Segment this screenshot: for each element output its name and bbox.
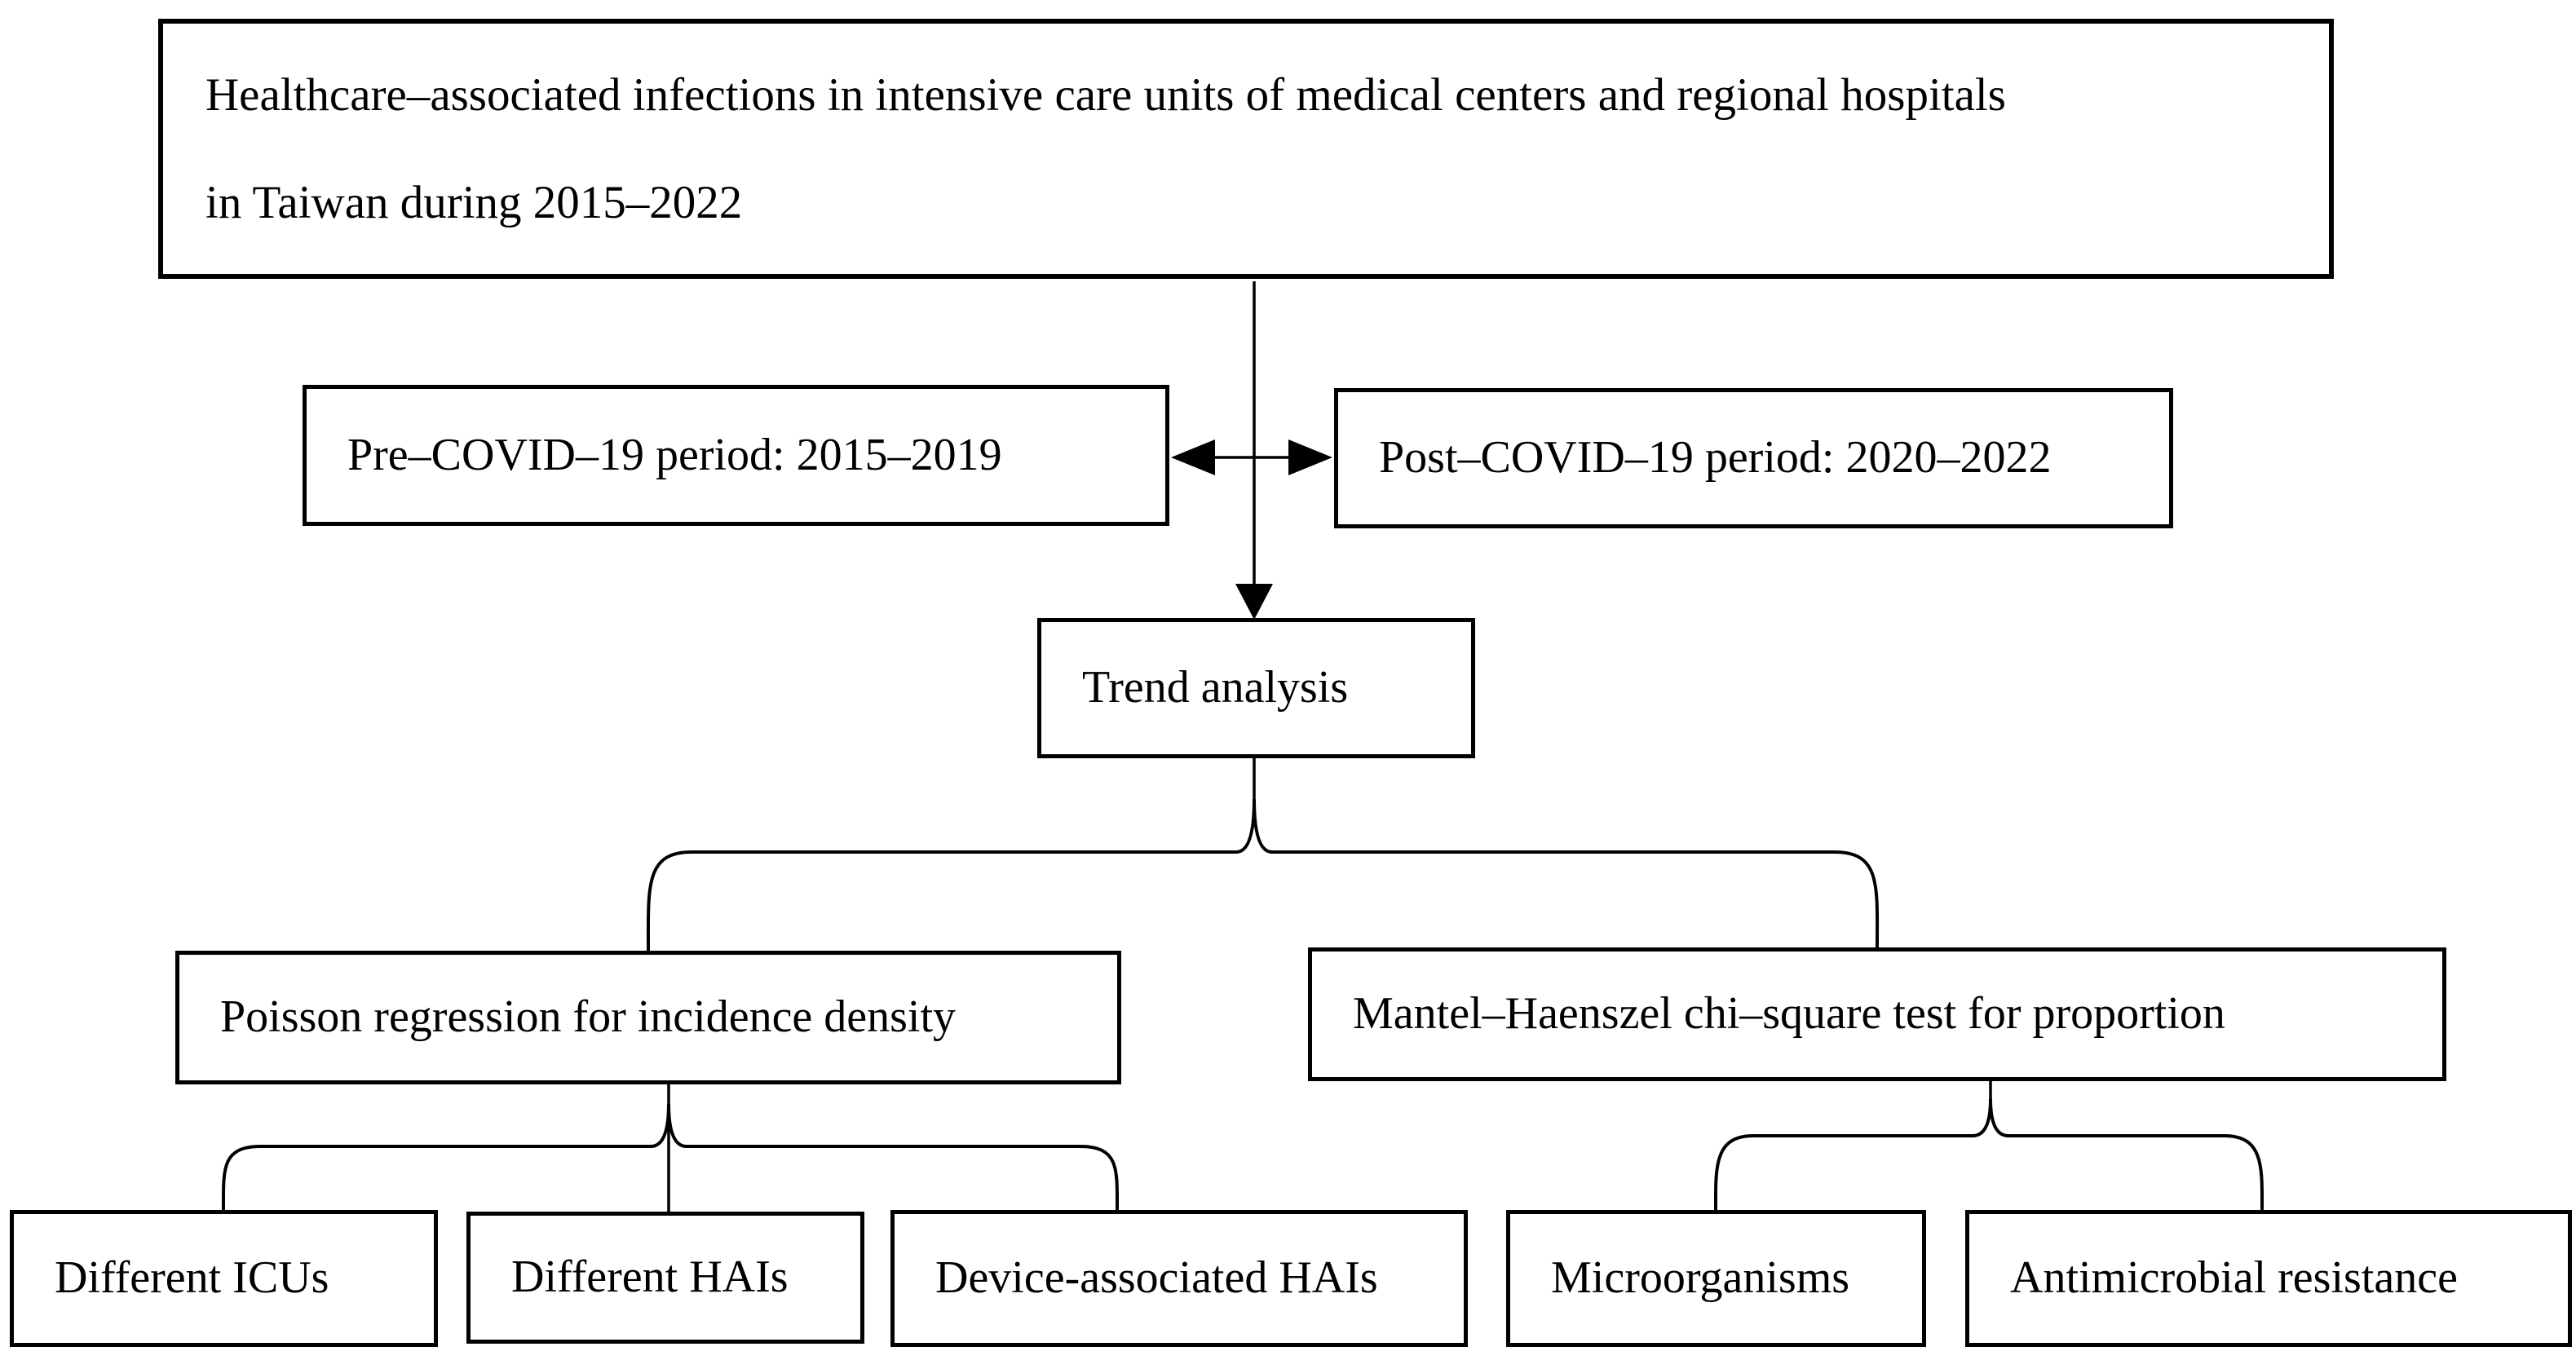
node-different-hais: Different HAIs bbox=[466, 1212, 864, 1344]
pre-covid-label: Pre–COVID–19 period: 2015–2019 bbox=[347, 429, 1002, 480]
arrow-left-icon bbox=[1171, 439, 1215, 475]
node-microorganisms: Microorganisms bbox=[1506, 1210, 1926, 1347]
trend-analysis-label: Trend analysis bbox=[1082, 662, 1349, 713]
node-post-covid-period: Post–COVID–19 period: 2020–2022 bbox=[1334, 388, 2173, 528]
arrow-right-icon bbox=[1288, 439, 1332, 475]
device-associated-hais-label: Device-associated HAIs bbox=[935, 1252, 1378, 1304]
node-poisson-regression: Poisson regression for incidence density bbox=[175, 951, 1121, 1084]
poisson-regression-label: Poisson regression for incidence density bbox=[220, 991, 957, 1043]
mantel-brace bbox=[1713, 1098, 2264, 1212]
different-icus-label: Different ICUs bbox=[55, 1252, 329, 1304]
node-pre-covid-period: Pre–COVID–19 period: 2015–2019 bbox=[303, 385, 1169, 526]
post-covid-label: Post–COVID–19 period: 2020–2022 bbox=[1379, 432, 2052, 484]
study-title-line-2: in Taiwan during 2015–2022 bbox=[205, 176, 743, 228]
trend-brace bbox=[646, 798, 1880, 952]
antimicrobial-resistance-label: Antimicrobial resistance bbox=[2010, 1252, 2458, 1304]
node-different-icus: Different ICUs bbox=[10, 1210, 438, 1347]
node-mantel-haenszel: Mantel–Haenszel chi–square test for prop… bbox=[1308, 947, 2446, 1081]
arrow-down-icon bbox=[1235, 584, 1273, 620]
study-title-line-1: Healthcare–associated infections in inte… bbox=[205, 68, 2006, 121]
node-antimicrobial-resistance: Antimicrobial resistance bbox=[1965, 1210, 2572, 1347]
mantel-haenszel-label: Mantel–Haenszel chi–square test for prop… bbox=[1353, 988, 2225, 1040]
node-device-associated-hais: Device-associated HAIs bbox=[890, 1210, 1468, 1347]
poisson-brace bbox=[221, 1103, 1120, 1212]
different-hais-label: Different HAIs bbox=[511, 1252, 789, 1303]
node-trend-analysis: Trend analysis bbox=[1037, 618, 1475, 758]
microorganisms-label: Microorganisms bbox=[1551, 1252, 1850, 1304]
node-study-title: Healthcare–associated infections in inte… bbox=[158, 19, 2334, 279]
